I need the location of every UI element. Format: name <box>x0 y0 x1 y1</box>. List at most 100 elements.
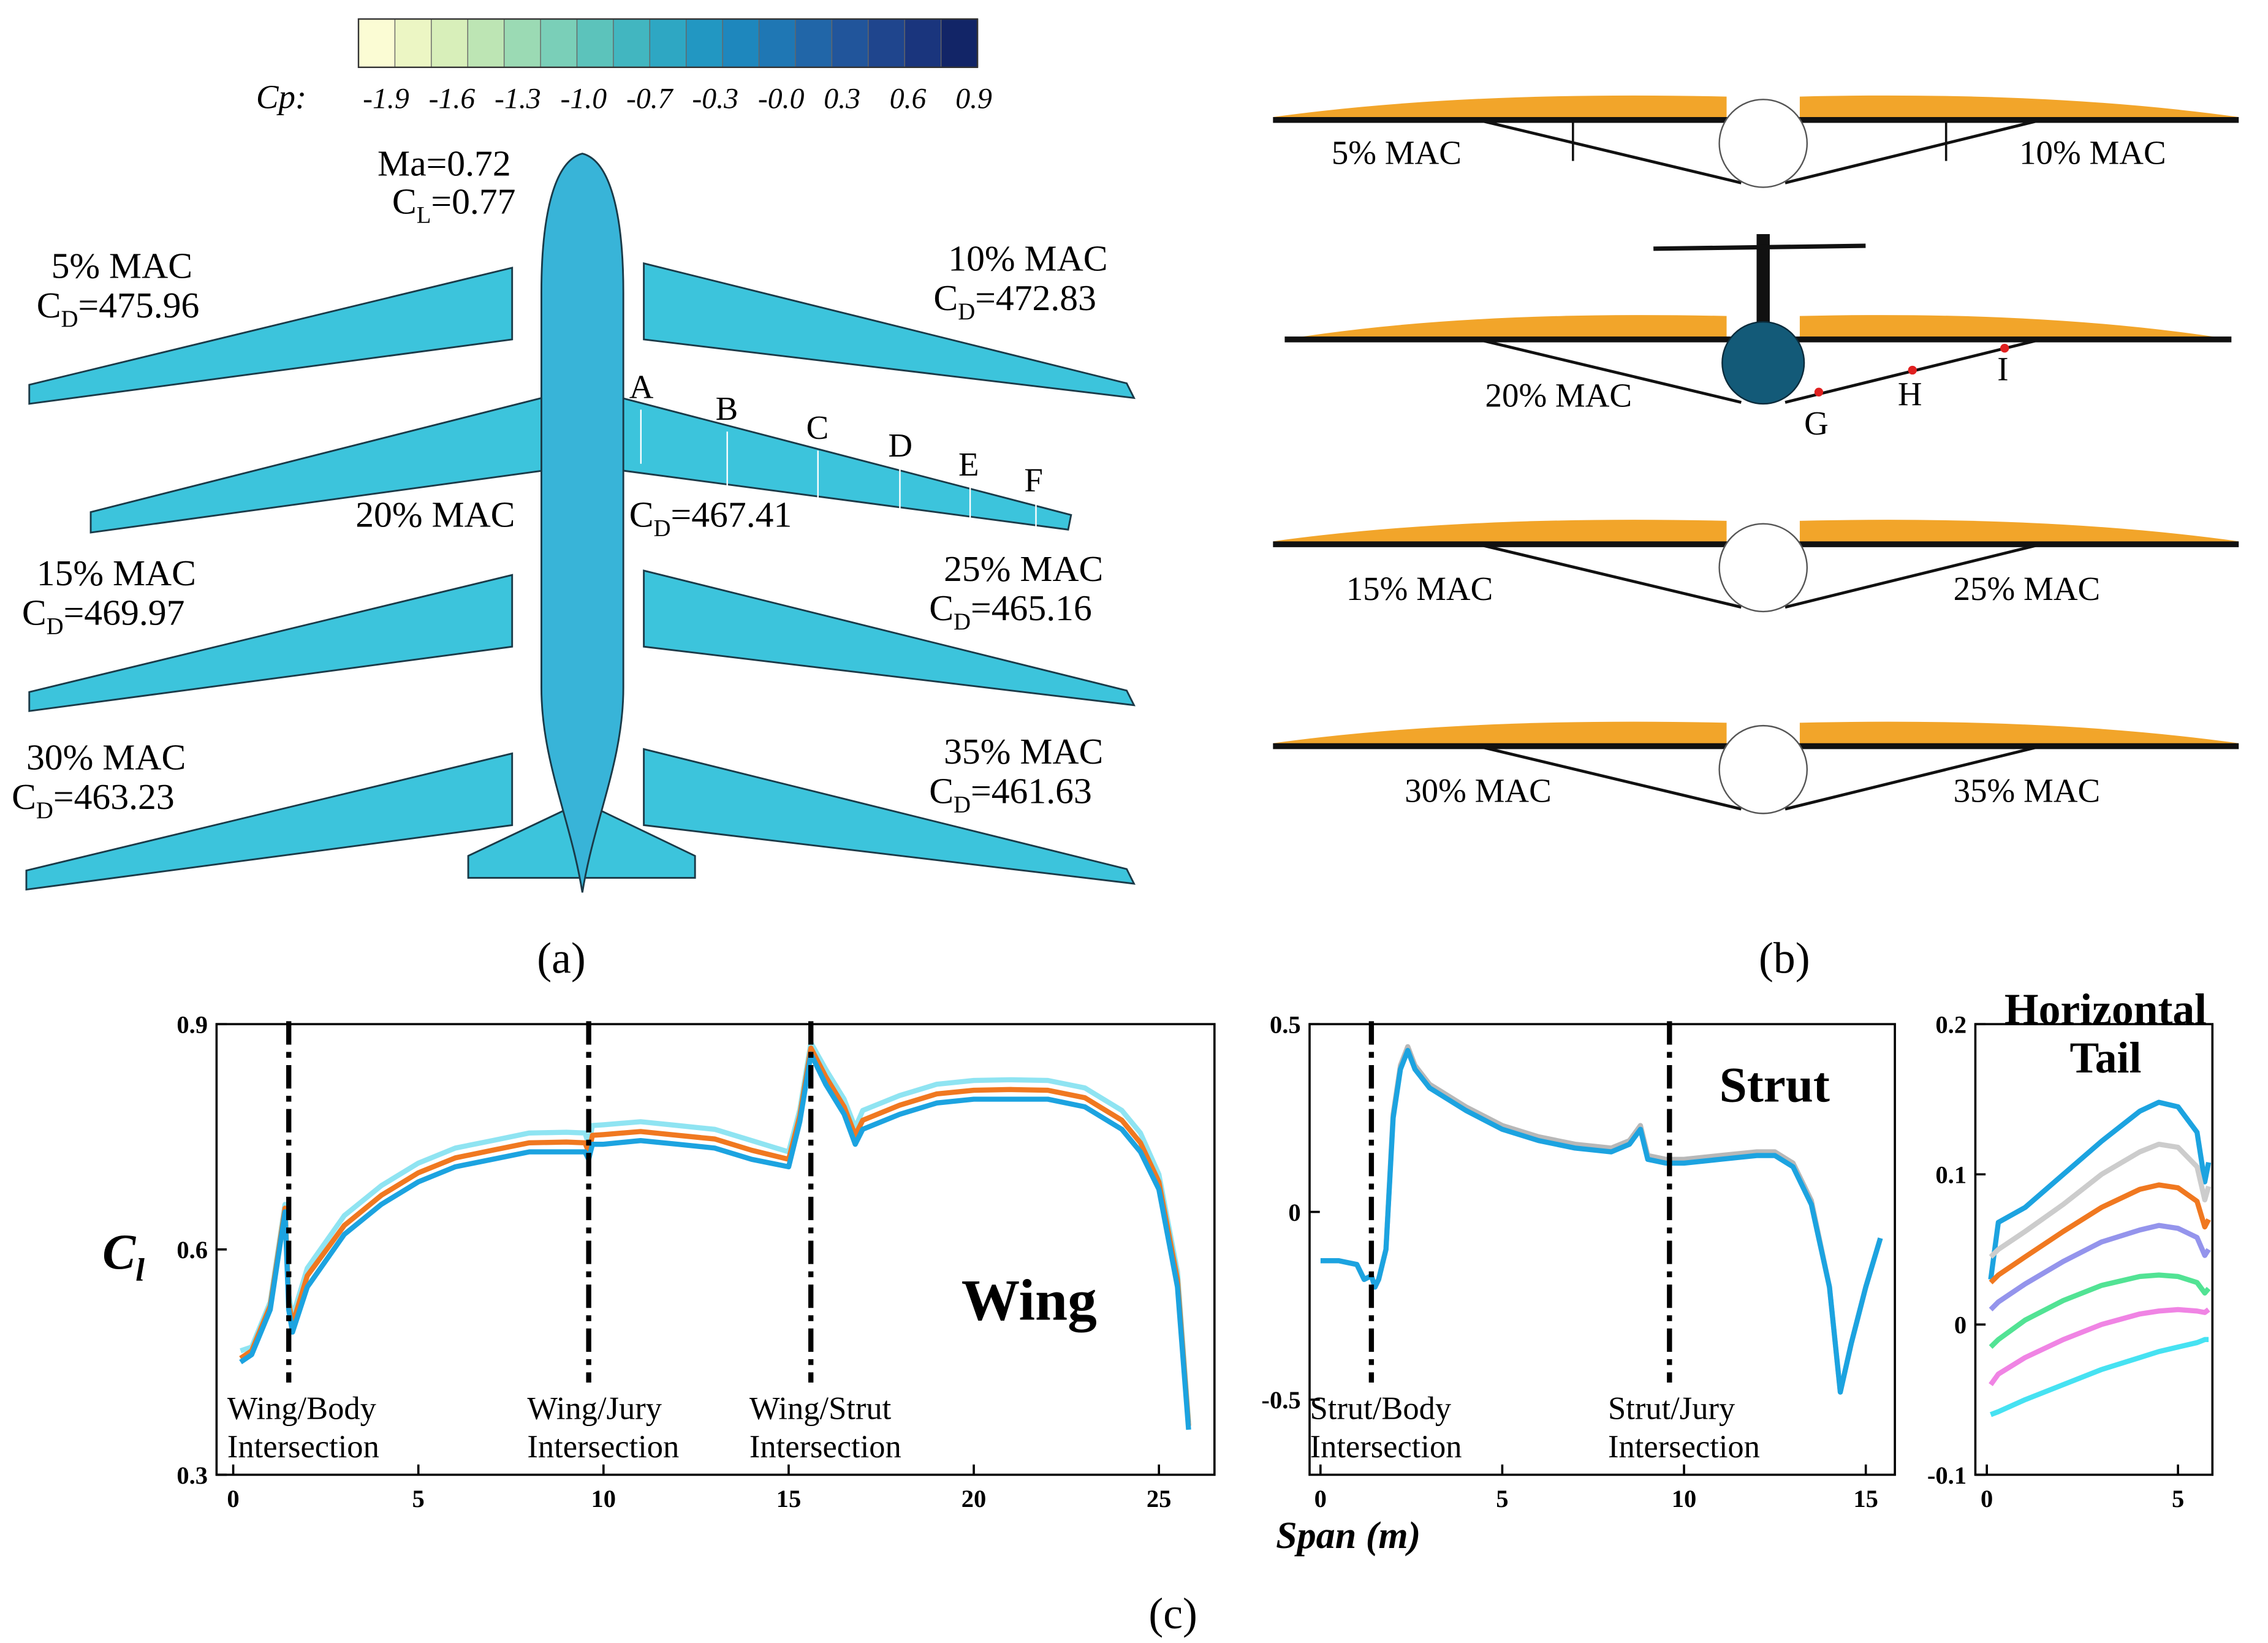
config-label: 15% MAC <box>1346 570 1493 607</box>
point-label: C <box>806 409 829 446</box>
caption: (c) <box>1148 1590 1197 1638</box>
chart-label: Wing <box>961 1267 1097 1332</box>
config-label: 30% MAC <box>1405 772 1551 809</box>
x-tick-label: 5 <box>2172 1485 2184 1512</box>
subscript-label: CD=469.97 <box>22 592 185 639</box>
wing-pair <box>25 748 1136 891</box>
fuselage <box>540 153 624 893</box>
subscript-label: CD=472.83 <box>933 278 1096 325</box>
colorbar <box>357 18 979 69</box>
series-line <box>1989 1141 2212 1259</box>
series-line <box>1990 1337 2209 1417</box>
config-label: 5% MAC <box>1332 134 1462 171</box>
colorbar-tick-label: -0.3 <box>692 83 738 115</box>
subscript-label: CD=465.16 <box>929 588 1092 635</box>
colorbar-tick-label: 0.9 <box>955 83 992 115</box>
symbol: C <box>12 776 36 817</box>
value: =463.23 <box>53 776 175 817</box>
x-tick-label: 15 <box>776 1485 802 1512</box>
intersection-label: Intersection <box>749 1429 901 1465</box>
x-axis-label: Span (m) <box>1276 1515 1420 1557</box>
config-label: 10% MAC <box>948 238 1107 279</box>
plot-frame <box>1974 1023 2214 1476</box>
strut <box>1477 118 1742 184</box>
colorbar-swatch <box>722 19 760 67</box>
symbol: C <box>929 771 954 811</box>
strut <box>1784 118 2042 184</box>
colorbar-swatch <box>577 19 615 67</box>
colorbar-swatch <box>431 19 469 67</box>
colorbar-swatch <box>504 19 542 67</box>
point-label: F <box>1024 461 1043 499</box>
subscript: D <box>654 515 671 541</box>
y-tick-label: 0.5 <box>1270 1011 1301 1038</box>
right-wing <box>1799 315 2232 340</box>
colorbar-swatch <box>686 19 724 67</box>
intersection-label: Intersection <box>1310 1429 1462 1465</box>
colorbar-swatch <box>832 19 869 67</box>
subscript: D <box>47 613 64 639</box>
point-label: I <box>1997 351 2008 388</box>
x-tick-label: 15 <box>1853 1485 1878 1512</box>
left-wing <box>1284 315 1727 340</box>
y-tick-label: -0.5 <box>1261 1386 1300 1414</box>
strut <box>1784 542 2042 609</box>
chart-title: Horizontal <box>2004 985 2207 1034</box>
intersection-label: Wing/Strut <box>749 1391 892 1427</box>
symbol: C <box>102 1224 136 1280</box>
series-line <box>1989 1307 2210 1386</box>
subscript: D <box>61 306 78 332</box>
value: =475.96 <box>78 285 200 325</box>
x-tick-label: 5 <box>1496 1485 1508 1512</box>
point-label: A <box>629 368 654 405</box>
colorbar-swatch <box>540 19 578 67</box>
value: =465.16 <box>971 588 1092 628</box>
config-label: 25% MAC <box>944 548 1103 589</box>
right-wing <box>1799 95 2239 120</box>
config-label: 35% MAC <box>944 731 1103 772</box>
y-tick-label: 0.9 <box>176 1011 208 1038</box>
y-tick-label: 0 <box>1954 1311 1966 1339</box>
value: =461.63 <box>971 771 1092 811</box>
subscript: D <box>958 298 975 325</box>
subscript: D <box>954 609 971 635</box>
point-label: D <box>888 427 912 464</box>
front-view <box>1273 95 2239 188</box>
y-tick-label: 0.2 <box>1935 1011 1966 1038</box>
colorbar-tick-label: -1.3 <box>495 83 541 115</box>
strut <box>1784 745 2042 811</box>
x-tick-label: 10 <box>591 1485 616 1512</box>
tail-plane <box>1653 243 1866 251</box>
right-wing <box>1799 721 2239 746</box>
y-tick-label: 0.1 <box>1935 1161 1966 1189</box>
left-wing <box>1273 520 1727 545</box>
x-tick-label: 20 <box>961 1485 987 1512</box>
colorbar-swatch <box>395 19 433 67</box>
y-tick-label: -0.1 <box>1927 1462 1966 1489</box>
strut <box>1477 745 1742 811</box>
fuselage <box>1718 724 1808 814</box>
colorbar-swatch <box>650 19 687 67</box>
chart-title: Tail <box>2070 1034 2142 1082</box>
symbol: C <box>929 588 954 628</box>
fuselage <box>1718 523 1808 613</box>
colorbar-label: Cp: <box>256 78 306 116</box>
point-label: B <box>716 390 738 427</box>
colorbar-tick-label: -1.9 <box>363 83 409 115</box>
colorbar-swatch <box>468 19 505 67</box>
panel-b-render <box>1273 95 2239 814</box>
colorbar-swatch <box>613 19 651 67</box>
left-wing <box>1273 95 1727 120</box>
symbol: C <box>933 278 958 318</box>
strut <box>1477 542 1742 609</box>
point-label: E <box>958 446 979 483</box>
series-line <box>1989 1182 2211 1284</box>
series-line <box>240 1040 1191 1423</box>
point-marker <box>2000 344 2009 353</box>
condition: Ma=0.72 <box>377 143 511 183</box>
symbol: C <box>392 181 417 222</box>
caption: (b) <box>1759 935 1810 983</box>
point-label: H <box>1898 375 1922 412</box>
